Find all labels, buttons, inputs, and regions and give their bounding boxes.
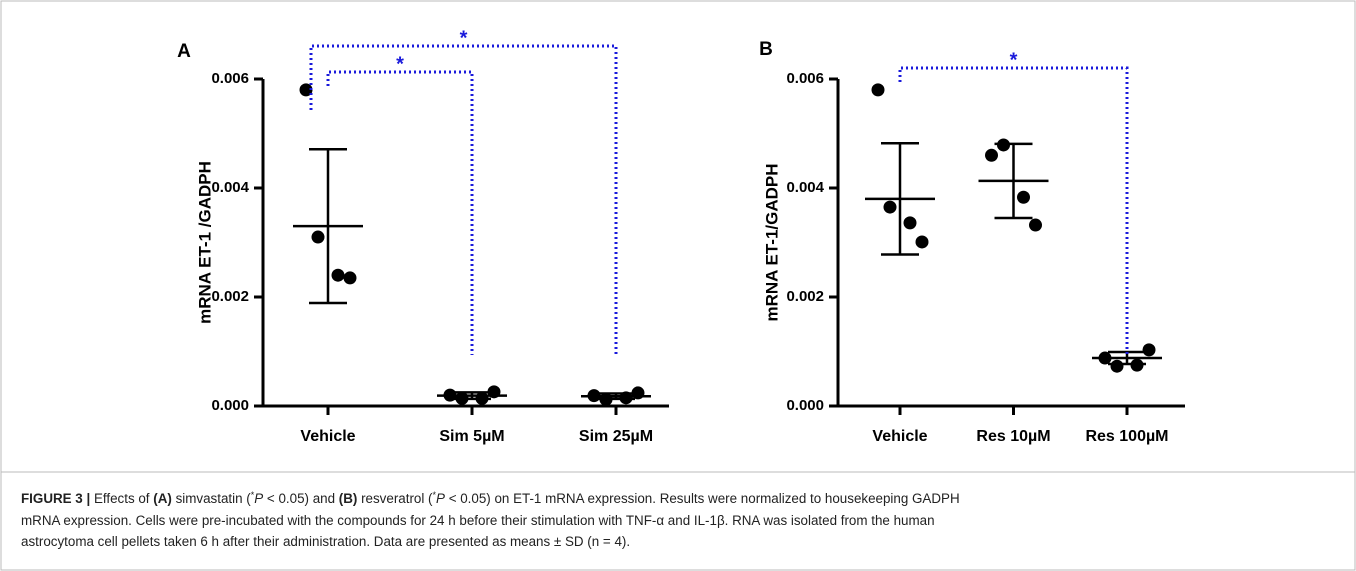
x-tick-label: Sim 25µM — [579, 428, 653, 445]
y-tick-label: 0.006 — [211, 70, 249, 87]
caption-text: Effects of — [90, 491, 154, 506]
data-point — [331, 268, 345, 282]
caption-text: P — [254, 491, 264, 506]
caption-text: resveratrol ( — [357, 491, 433, 506]
significance-bracket — [309, 44, 618, 355]
significance-bracket — [326, 70, 474, 355]
caption-text: < 0.05) and — [263, 491, 339, 506]
caption-line: astrocytoma cell pellets taken 6 h after… — [21, 531, 1341, 553]
x-tick-label: Vehicle — [300, 428, 355, 445]
data-point — [1017, 190, 1030, 204]
data-point — [443, 388, 457, 402]
data-point — [619, 391, 633, 405]
y-tick-label: 0.004 — [786, 179, 824, 196]
x-tick-label: Res 100µM — [1085, 428, 1168, 445]
caption-text: (B) — [338, 491, 358, 506]
caption: FIGURE 3 | Effects of (A) simvastatin (*… — [21, 485, 1341, 553]
data-point — [487, 385, 501, 399]
caption-text: P — [436, 491, 445, 506]
data-point — [455, 391, 469, 405]
y-tick-label: 0.000 — [211, 397, 249, 414]
caption-text: < 0.05) on ET-1 mRNA expression. Results… — [444, 491, 960, 506]
caption-text: FIGURE 3 | — [21, 491, 91, 506]
y-tick-label: 0.002 — [786, 288, 824, 305]
x-tick-label: Sim 5µM — [439, 428, 504, 445]
data-point — [985, 148, 998, 162]
y-tick-label: 0.000 — [786, 397, 824, 414]
caption-text: simvastatin ( — [171, 491, 251, 506]
caption-text: * — [432, 490, 437, 500]
data-point — [871, 83, 885, 97]
significance-label: * — [1010, 49, 1018, 71]
data-point — [587, 389, 601, 403]
caption-line: mRNA expression. Cells were pre-incubate… — [21, 510, 1341, 532]
caption-text: astrocytoma cell pellets taken 6 h after… — [21, 534, 631, 549]
panel-label: A — [177, 41, 191, 62]
data-point — [1142, 343, 1156, 357]
data-point — [915, 235, 929, 249]
significance-label: * — [460, 27, 468, 49]
x-tick-label: Res 10µM — [976, 428, 1050, 445]
significance-bracket — [898, 66, 1129, 355]
data-point — [631, 386, 645, 400]
data-point — [299, 83, 313, 97]
data-point — [997, 138, 1010, 152]
y-axis-label: mRNA ET-1 /GADPH — [195, 161, 214, 324]
y-axis-label: mRNA ET-1/GADPH — [762, 163, 781, 321]
data-point — [1098, 351, 1112, 365]
data-point — [475, 391, 489, 405]
caption-text: mRNA expression. Cells were pre-incubate… — [21, 512, 935, 528]
significance-label: * — [396, 53, 404, 75]
data-point — [1110, 359, 1124, 373]
data-point — [883, 200, 897, 214]
data-point — [1130, 358, 1144, 372]
data-point — [1029, 218, 1042, 232]
data-point — [903, 216, 917, 230]
y-tick-label: 0.006 — [786, 70, 824, 87]
data-point — [599, 392, 613, 406]
y-tick-label: 0.004 — [211, 179, 249, 196]
data-point — [311, 230, 325, 244]
caption-line: FIGURE 3 | Effects of (A) simvastatin (*… — [21, 485, 1341, 510]
data-point — [343, 271, 357, 285]
caption-text: * — [250, 490, 255, 500]
y-tick-label: 0.002 — [211, 288, 249, 305]
panel-label: B — [759, 39, 773, 60]
x-tick-label: Vehicle — [872, 428, 927, 445]
caption-text: (A) — [153, 491, 172, 506]
